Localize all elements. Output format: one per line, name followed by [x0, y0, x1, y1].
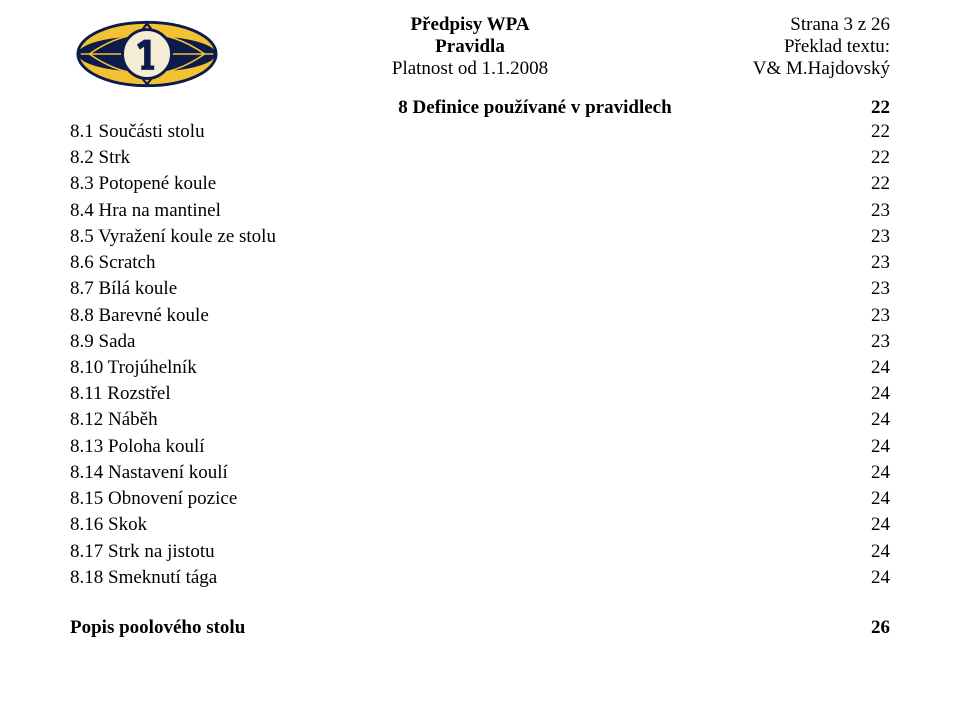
toc-row: 8.2 Strk 22 [70, 145, 890, 171]
toc-page: 24 [830, 512, 890, 538]
section-heading: 8 Definice používané v pravidlech 22 [70, 97, 890, 119]
toc-page: 24 [830, 381, 890, 407]
toc-page: 23 [830, 276, 890, 302]
toc-row: 8.8 Barevné koule 23 [70, 303, 890, 329]
toc-row: 8.18 Smeknutí tága 24 [70, 565, 890, 591]
toc-label: 8.11 Rozstřel [70, 381, 171, 407]
toc-label: 8.1 Součásti stolu [70, 119, 205, 145]
toc-page: 24 [830, 434, 890, 460]
toc-row: 8.1 Součásti stolu 22 [70, 119, 890, 145]
toc-row: 8.16 Skok 24 [70, 512, 890, 538]
translator-name: V& M.Hajdovský [700, 58, 890, 80]
page-indicator: Strana 3 z 26 [700, 14, 890, 36]
toc-label: 8.2 Strk [70, 145, 130, 171]
toc-label: 8.4 Hra na mantinel [70, 198, 221, 224]
toc-page: 23 [830, 250, 890, 276]
footer-page: 26 [830, 617, 890, 639]
toc-row: 8.14 Nastavení koulí 24 [70, 460, 890, 486]
toc-page: 24 [830, 407, 890, 433]
toc-page: 23 [830, 224, 890, 250]
section-title: 8 Definice používané v pravidlech [240, 97, 830, 119]
toc-row: 8.9 Sada 23 [70, 329, 890, 355]
toc-page: 22 [830, 171, 890, 197]
toc-row: 8.15 Obnovení pozice 24 [70, 486, 890, 512]
toc-page: 22 [830, 145, 890, 171]
toc-page: 22 [830, 119, 890, 145]
toc-row: 8.4 Hra na mantinel 23 [70, 198, 890, 224]
toc-row: 8.10 Trojúhelník 24 [70, 355, 890, 381]
translation-label: Překlad textu: [700, 36, 890, 58]
toc-row: 8.11 Rozstřel 24 [70, 381, 890, 407]
toc-label: 8.12 Náběh [70, 407, 158, 433]
toc-label: 8.6 Scratch [70, 250, 155, 276]
toc-label: 8.5 Vyražení koule ze stolu [70, 224, 276, 250]
section-page: 22 [830, 97, 890, 119]
header-title-2: Pravidla [240, 36, 700, 58]
header-validity: Platnost od 1.1.2008 [240, 58, 700, 80]
header-title-1: Předpisy WPA [240, 14, 700, 36]
toc-list: 8.1 Součásti stolu228.2 Strk228.3 Potope… [70, 119, 890, 591]
toc-page: 23 [830, 198, 890, 224]
footer-heading: Popis poolového stolu 26 [70, 617, 890, 639]
toc-label: 8.7 Bílá koule [70, 276, 177, 302]
toc-label: 8.17 Strk na jistotu [70, 539, 215, 565]
toc-label: 8.9 Sada [70, 329, 135, 355]
toc-label: 8.8 Barevné koule [70, 303, 209, 329]
toc-page: 24 [830, 355, 890, 381]
toc-page: 23 [830, 329, 890, 355]
toc-row: 8.7 Bílá koule 23 [70, 276, 890, 302]
toc-row: 8.12 Náběh 24 [70, 407, 890, 433]
header-right: Strana 3 z 26 Překlad textu: V& M.Hajdov… [700, 14, 890, 80]
logo [70, 14, 240, 95]
toc-row: 8.3 Potopené koule 22 [70, 171, 890, 197]
toc-row: 8.6 Scratch 23 [70, 250, 890, 276]
toc-label: 8.15 Obnovení pozice [70, 486, 237, 512]
toc-page: 24 [830, 460, 890, 486]
toc-row: 8.17 Strk na jistotu 24 [70, 539, 890, 565]
toc-label: 8.3 Potopené koule [70, 171, 216, 197]
toc-page: 23 [830, 303, 890, 329]
footer-label: Popis poolového stolu [70, 617, 245, 639]
header-center: Předpisy WPA Pravidla Platnost od 1.1.20… [240, 14, 700, 80]
toc-row: 8.13 Poloha koulí 24 [70, 434, 890, 460]
toc-label: 8.18 Smeknutí tága [70, 565, 217, 591]
toc-page: 24 [830, 486, 890, 512]
toc-label: 8.13 Poloha koulí [70, 434, 205, 460]
toc-page: 24 [830, 565, 890, 591]
toc-row: 8.5 Vyražení koule ze stolu 23 [70, 224, 890, 250]
toc-label: 8.16 Skok [70, 512, 147, 538]
toc-page: 24 [830, 539, 890, 565]
toc-label: 8.10 Trojúhelník [70, 355, 197, 381]
toc-label: 8.14 Nastavení koulí [70, 460, 228, 486]
